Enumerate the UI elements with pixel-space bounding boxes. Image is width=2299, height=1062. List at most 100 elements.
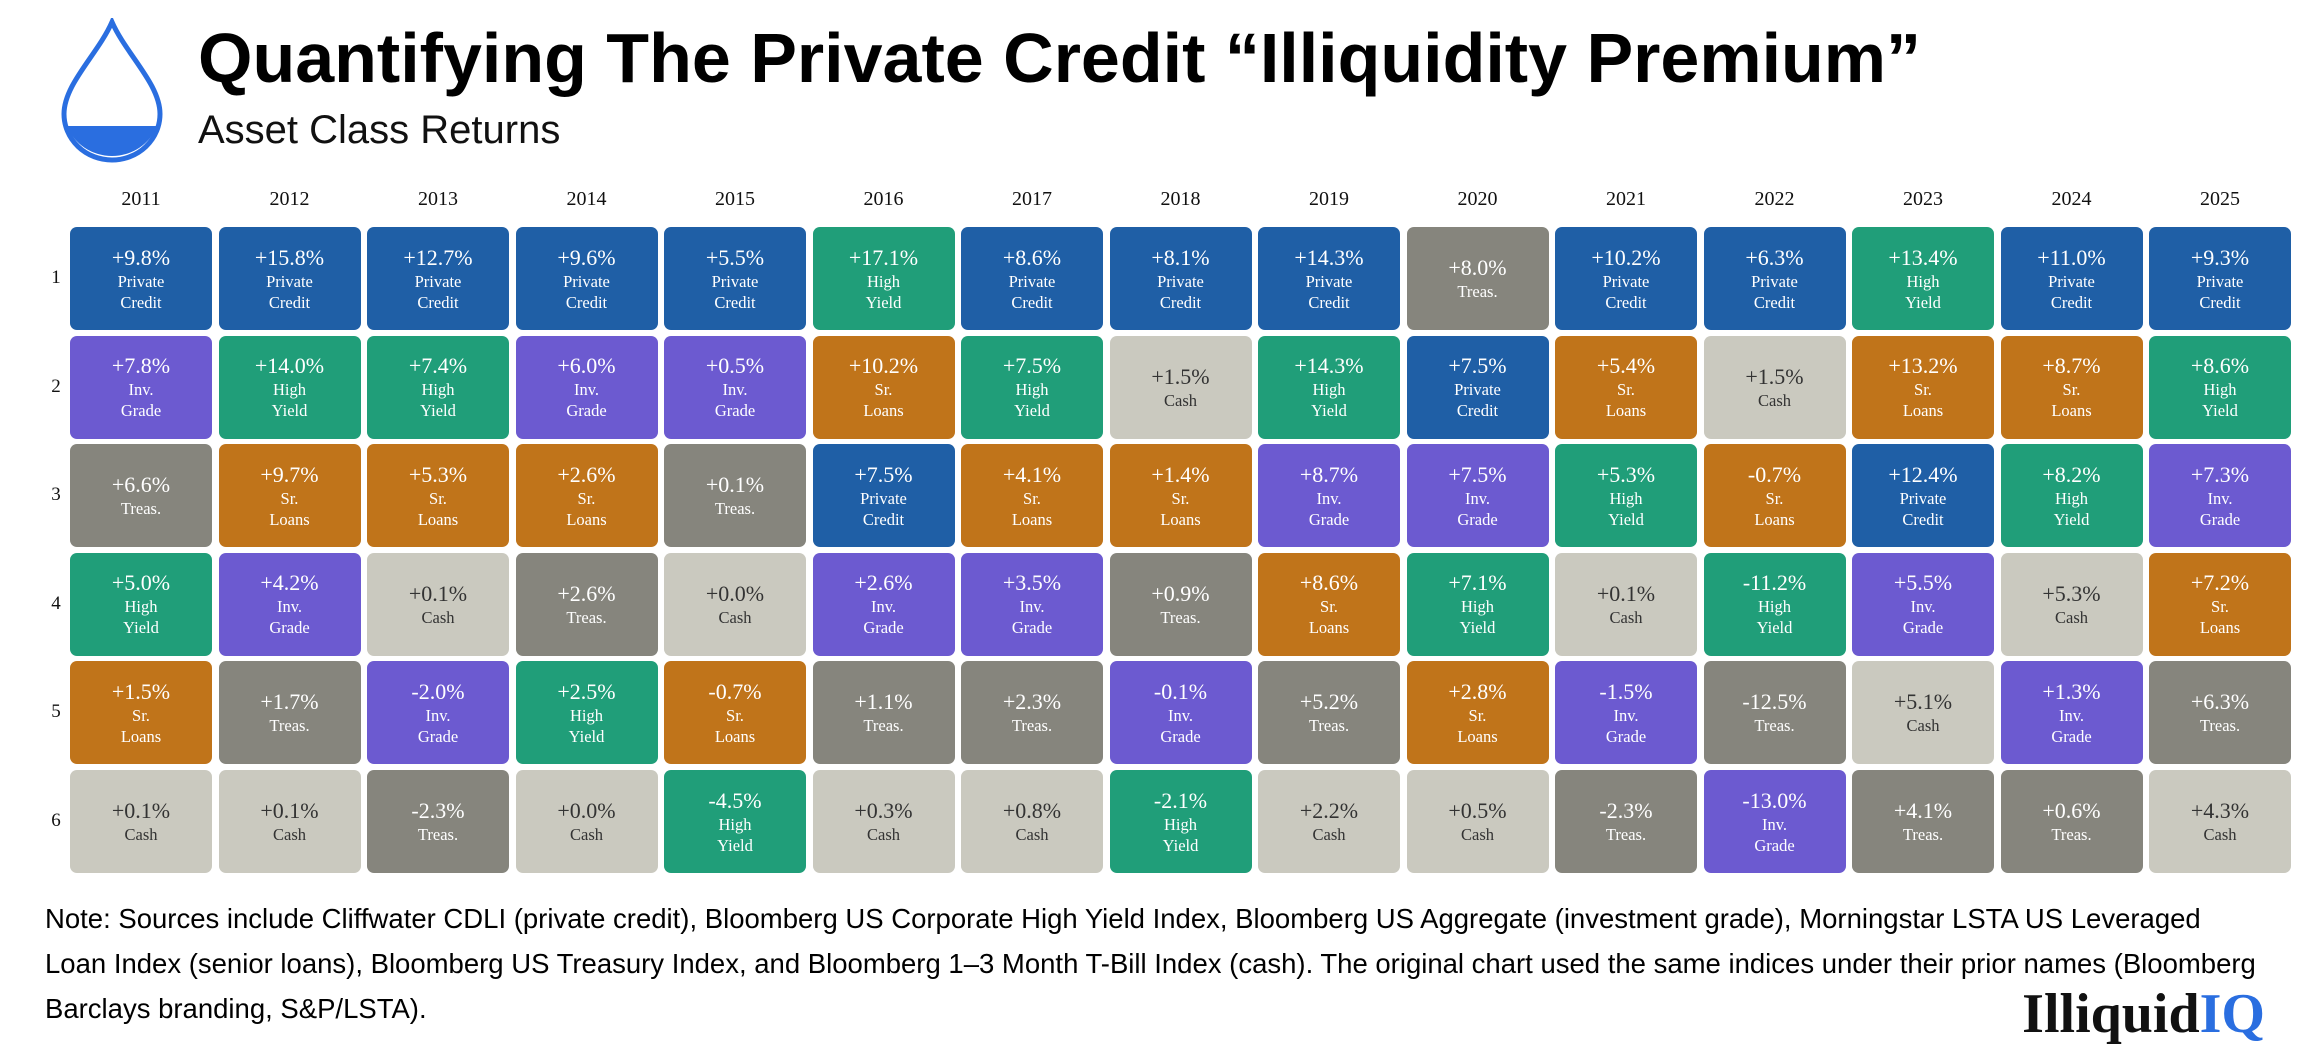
- return-value: +9.6%: [557, 244, 616, 270]
- asset-class: Credit: [714, 292, 756, 312]
- return-cell: +5.2% Treas.: [1258, 661, 1400, 765]
- return-cell: +17.1% High Yield: [812, 227, 955, 330]
- return-cell: +7.2% Sr. Loans: [2149, 552, 2291, 656]
- return-cell: +11.0% Private Credit: [2000, 227, 2143, 330]
- return-cell: +7.5% High Yield: [961, 335, 1103, 439]
- return-value: +1.4%: [1151, 461, 1210, 487]
- return-cell: +8.1% Private Credit: [1109, 227, 1252, 330]
- asset-class: Loans: [417, 509, 459, 529]
- asset-class: Sr.: [1914, 380, 1932, 400]
- return-value: +1.3%: [2042, 678, 2101, 704]
- asset-class: High: [1609, 488, 1643, 508]
- asset-class: Sr.: [429, 488, 447, 508]
- asset-class: High: [273, 380, 306, 400]
- return-cell: +1.4% Sr. Loans: [1109, 444, 1252, 548]
- return-value: +0.1%: [408, 580, 468, 606]
- asset-class: Private: [1899, 488, 1947, 508]
- return-value: -4.5%: [708, 787, 762, 813]
- asset-class: High: [1906, 271, 1940, 291]
- return-cell: +9.7% Sr. Loans: [218, 444, 361, 548]
- return-cell: +1.5% Cash: [1109, 335, 1252, 439]
- asset-class: Sr.: [132, 705, 150, 725]
- return-cell: +12.4% Private Credit: [1852, 444, 1994, 548]
- asset-class: Loans: [2199, 618, 2241, 638]
- rank-label: 1: [51, 267, 61, 288]
- asset-class: Credit: [2199, 292, 2241, 312]
- asset-class: Treas.: [269, 716, 310, 736]
- return-cell: +12.7% Private Credit: [367, 227, 509, 330]
- return-cell: +0.6% Treas.: [2000, 770, 2143, 873]
- return-cell: +7.1% High Yield: [1406, 552, 1549, 656]
- return-cell: +0.5% Cash: [1406, 770, 1549, 873]
- return-cell: +2.3% Treas.: [961, 661, 1103, 765]
- return-value: +0.8%: [1002, 798, 1062, 823]
- asset-class: Cash: [2055, 607, 2088, 627]
- return-value: +2.2%: [1299, 798, 1359, 823]
- return-value: +5.5%: [1893, 570, 1953, 596]
- return-cell: +9.6% Private Credit: [515, 227, 658, 330]
- return-cell: -0.7% Sr. Loans: [664, 661, 806, 765]
- logo-text: Illiquid: [2022, 983, 2200, 1045]
- return-value: +0.0%: [557, 798, 616, 823]
- asset-class: Loans: [714, 726, 756, 746]
- return-value: +1.1%: [854, 689, 913, 715]
- asset-class: Cash: [867, 825, 900, 844]
- asset-class: Cash: [273, 825, 306, 844]
- asset-class: High: [2203, 380, 2237, 400]
- return-cell: +5.5% Inv. Grade: [1852, 552, 1994, 656]
- return-value: +2.6%: [557, 461, 616, 487]
- return-cell: +7.5% Private Credit: [812, 444, 955, 548]
- asset-class: Cash: [124, 825, 158, 844]
- asset-class: Inv.: [2207, 488, 2233, 508]
- return-cell: +2.5% High Yield: [515, 661, 658, 765]
- asset-class: Yield: [717, 835, 753, 855]
- year-header: 2021: [1606, 188, 1646, 210]
- return-cell: +0.1% Cash: [367, 552, 509, 656]
- asset-class: Grade: [566, 401, 607, 421]
- return-value: -1.5%: [1599, 678, 1653, 704]
- asset-class: Loans: [566, 509, 607, 529]
- asset-class: Grade: [1754, 835, 1795, 855]
- return-value: +7.5%: [1002, 353, 1062, 379]
- return-value: -0.7%: [1747, 461, 1802, 487]
- asset-class: Loans: [863, 401, 904, 421]
- year-header: 2025: [2200, 188, 2240, 210]
- return-value: +8.0%: [1448, 255, 1507, 280]
- return-cell: +14.3% High Yield: [1258, 335, 1400, 439]
- asset-class: Private: [266, 271, 313, 291]
- return-value: -12.5%: [1742, 689, 1807, 715]
- asset-class: Private: [1602, 271, 1650, 291]
- asset-class: Cash: [1164, 390, 1197, 410]
- asset-class: Treas.: [863, 716, 904, 736]
- return-value: +13.2%: [1888, 353, 1958, 379]
- return-value: +5.2%: [1299, 689, 1359, 715]
- return-cell: +5.3% High Yield: [1555, 444, 1697, 548]
- asset-class: Inv.: [425, 705, 451, 725]
- year-header: 2020: [1457, 188, 1498, 210]
- asset-class: High: [867, 271, 900, 291]
- return-cell: +8.7% Sr. Loans: [2000, 335, 2143, 439]
- return-cell: -11.2% High Yield: [1703, 552, 1846, 656]
- return-value: +5.1%: [1893, 689, 1953, 715]
- asset-class: Grade: [1605, 726, 1647, 746]
- return-value: +7.1%: [1448, 570, 1507, 596]
- return-cell: +9.3% Private Credit: [2149, 227, 2291, 330]
- asset-class: Grade: [714, 401, 756, 421]
- return-value: +4.3%: [2190, 798, 2250, 823]
- return-cell: -2.3% Treas.: [1555, 770, 1697, 873]
- title: Quantifying The Private Credit “Illiquid…: [198, 19, 1922, 97]
- return-value: +0.1%: [260, 798, 319, 823]
- return-cell: +1.3% Inv. Grade: [2000, 661, 2143, 765]
- asset-class: Grade: [1308, 509, 1350, 529]
- asset-class: High: [2055, 488, 2088, 508]
- return-cell: -2.3% Treas.: [367, 770, 509, 873]
- return-cell: +0.0% Cash: [664, 552, 806, 656]
- asset-class: Treas.: [1754, 716, 1795, 736]
- asset-class: Cash: [1906, 716, 1940, 736]
- return-value: +0.3%: [854, 798, 913, 823]
- return-value: +8.6%: [1002, 244, 1062, 270]
- return-cell: +5.1% Cash: [1852, 661, 1994, 765]
- asset-class: Loans: [1011, 509, 1053, 529]
- asset-class: Grade: [2199, 509, 2241, 529]
- rank-label: 6: [51, 810, 61, 831]
